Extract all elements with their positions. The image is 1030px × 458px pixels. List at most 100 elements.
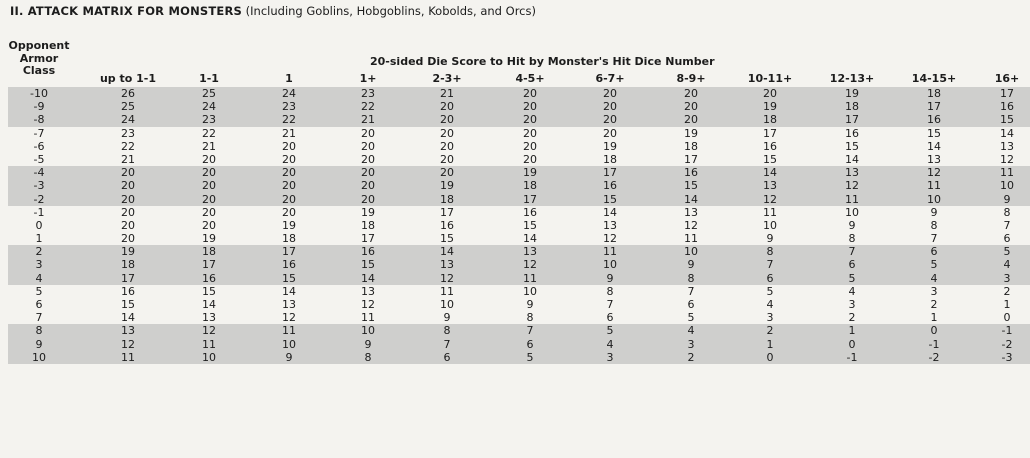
to-hit-cell: 21 (282, 126, 296, 140)
to-hit-cell: 12 (1000, 152, 1014, 166)
to-hit-cell: 15 (603, 192, 617, 206)
to-hit-cell: 19 (202, 232, 216, 246)
to-hit-cell: 6 (443, 350, 451, 364)
column-header: 6-7+ (595, 72, 625, 85)
table-row: 6 15 14 13 12 10 9 7 6 4 3 2 1 (8, 298, 1030, 311)
to-hit-cell: -2 (928, 350, 940, 364)
to-hit-cell: 20 (121, 218, 135, 232)
to-hit-cell: 20 (202, 205, 216, 219)
to-hit-cell: 17 (523, 192, 537, 206)
to-hit-cell: 18 (440, 192, 454, 206)
to-hit-cell: 16 (440, 218, 454, 232)
to-hit-cell: 6 (848, 258, 856, 272)
to-hit-cell: 14 (1000, 126, 1014, 140)
to-hit-cell: 20 (361, 126, 375, 140)
to-hit-cell: 15 (1000, 113, 1014, 127)
to-hit-cell: 19 (684, 126, 698, 140)
to-hit-cell: 14 (121, 311, 135, 325)
armor-class-cell: 7 (35, 311, 43, 325)
armor-class-cell: -8 (33, 113, 45, 127)
to-hit-cell: 21 (202, 139, 216, 153)
to-hit-cell: 20 (282, 192, 296, 206)
to-hit-cell: 17 (1000, 87, 1014, 100)
table-row: 0 20 20 19 18 16 15 13 12 10 9 8 7 (8, 219, 1030, 232)
table-row: -7 23 22 21 20 20 20 20 19 17 16 15 14 (8, 127, 1030, 140)
to-hit-cell: 16 (927, 113, 941, 127)
to-hit-cell: 1 (1003, 298, 1011, 311)
to-hit-cell: 10 (845, 205, 859, 219)
to-hit-cell: 4 (930, 271, 938, 285)
to-hit-cell: 13 (763, 179, 777, 193)
to-hit-cell: 8 (606, 284, 614, 298)
to-hit-cell: 10 (361, 324, 375, 338)
to-hit-cell: 23 (282, 100, 296, 114)
to-hit-cell: 20 (202, 166, 216, 180)
to-hit-cell: 18 (845, 100, 859, 114)
to-hit-cell: 7 (766, 258, 774, 272)
to-hit-cell: 9 (364, 337, 372, 351)
to-hit-cell: -1 (1001, 324, 1013, 338)
to-hit-cell: 11 (763, 205, 777, 219)
to-hit-cell: 19 (361, 205, 375, 219)
table-row: -5 21 20 20 20 20 20 18 17 15 14 13 12 (8, 153, 1030, 166)
to-hit-cell: 17 (282, 245, 296, 259)
to-hit-cell: -2 (1001, 337, 1013, 351)
to-hit-cell: 12 (684, 218, 698, 232)
to-hit-cell: 14 (845, 152, 859, 166)
to-hit-cell: 6 (606, 311, 614, 325)
to-hit-cell: 17 (603, 166, 617, 180)
column-header: 1-1 (199, 72, 219, 85)
to-hit-cell: -1 (846, 350, 858, 364)
to-hit-cell: 15 (440, 232, 454, 246)
to-hit-cell: 12 (440, 271, 454, 285)
to-hit-cell: 11 (440, 284, 454, 298)
to-hit-cell: 13 (603, 218, 617, 232)
to-hit-cell: 15 (763, 152, 777, 166)
armor-class-cell: -4 (33, 166, 45, 180)
to-hit-cell: 19 (121, 245, 135, 259)
to-hit-cell: 20 (603, 100, 617, 114)
to-hit-cell: 20 (121, 192, 135, 206)
table-row: -8 24 23 22 21 20 20 20 20 18 17 16 15 (8, 113, 1030, 127)
to-hit-cell: 13 (121, 324, 135, 338)
to-hit-cell: 15 (282, 271, 296, 285)
table-row: 8 13 12 11 10 8 7 5 4 2 1 0 -1 (8, 324, 1030, 338)
to-hit-cell: 3 (687, 337, 695, 351)
table-row: 7 14 13 12 11 9 8 6 5 3 2 1 0 (8, 311, 1030, 324)
to-hit-cell: 15 (845, 139, 859, 153)
to-hit-cell: 9 (443, 311, 451, 325)
to-hit-cell: 11 (282, 324, 296, 338)
to-hit-cell: 11 (202, 337, 216, 351)
to-hit-cell: 18 (121, 258, 135, 272)
to-hit-cell: 12 (763, 192, 777, 206)
to-hit-cell: 20 (523, 152, 537, 166)
to-hit-cell: 20 (440, 100, 454, 114)
column-header: up to 1-1 (99, 72, 157, 85)
to-hit-cell: 17 (440, 205, 454, 219)
to-hit-cell: 11 (1000, 166, 1014, 180)
opponent-header-line: Armor (19, 51, 59, 65)
table-row: 4 17 16 15 14 12 11 9 8 6 5 4 3 (8, 271, 1030, 285)
to-hit-cell: 3 (606, 350, 614, 364)
to-hit-cell: 7 (526, 324, 534, 338)
armor-class-cell: -9 (33, 100, 45, 114)
to-hit-cell: 0 (930, 324, 938, 338)
to-hit-cell: 11 (603, 245, 617, 259)
to-hit-cell: 20 (202, 192, 216, 206)
to-hit-cell: 14 (927, 139, 941, 153)
to-hit-cell: 5 (848, 271, 856, 285)
to-hit-cell: 4 (848, 284, 856, 298)
to-hit-cell: 20 (440, 152, 454, 166)
to-hit-cell: 25 (121, 100, 135, 114)
to-hit-cell: 12 (927, 166, 941, 180)
to-hit-cell: 20 (121, 205, 135, 219)
to-hit-cell: 16 (121, 284, 135, 298)
to-hit-cell: 15 (121, 298, 135, 311)
table-row: 3 18 17 16 15 13 12 10 9 7 6 5 4 (8, 258, 1030, 272)
to-hit-cell: 17 (121, 271, 135, 285)
to-hit-cell: 10 (763, 218, 777, 232)
to-hit-cell: 10 (440, 298, 454, 311)
table-row: -6 22 21 20 20 20 20 19 18 16 15 14 13 (8, 140, 1030, 153)
to-hit-cell: 14 (523, 232, 537, 246)
to-hit-cell: 23 (361, 87, 375, 100)
